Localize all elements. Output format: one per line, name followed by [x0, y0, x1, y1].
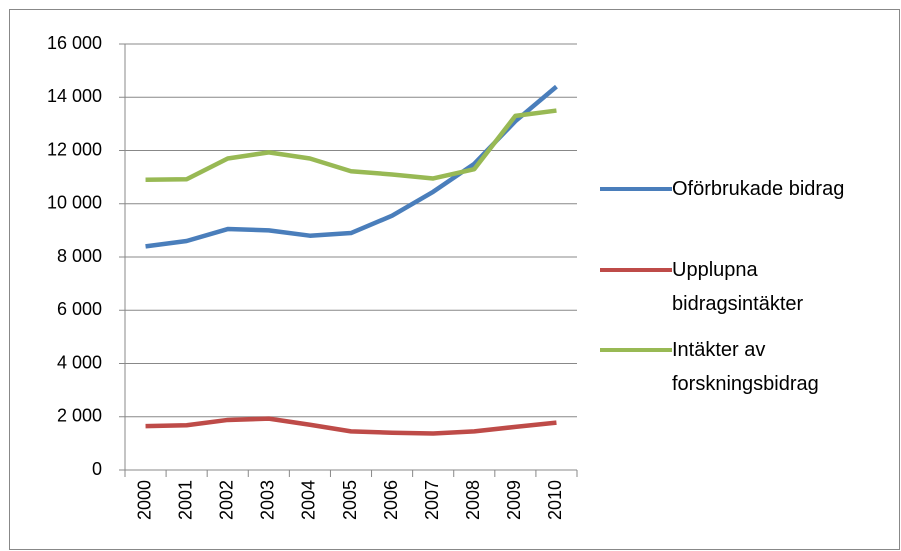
x-tick-label: 2000 — [134, 480, 154, 520]
x-tick-label: 2002 — [216, 480, 236, 520]
legend-label: Intäkter av forskningsbidrag — [672, 339, 819, 395]
x-tick-label: 2004 — [299, 480, 319, 520]
x-tick-label: 2007 — [422, 480, 442, 520]
series-line — [145, 416, 557, 436]
x-tick-label: 2008 — [463, 480, 483, 520]
series-line — [145, 108, 557, 183]
chart-frame — [9, 9, 900, 550]
y-tick-label: 12 000 — [47, 139, 102, 159]
y-tick-label: 0 — [92, 459, 102, 479]
x-tick-label: 2010 — [545, 480, 565, 520]
x-tick-label: 2005 — [340, 480, 360, 520]
y-tick-label: 8 000 — [57, 246, 102, 266]
legend-swatch — [600, 187, 672, 191]
legend-label: Upplupna bidragsintäkter — [672, 259, 804, 315]
legend-swatch — [600, 268, 672, 272]
legend-entry: Upplupna bidragsintäkter — [600, 257, 900, 321]
y-tick-label: 16 000 — [47, 33, 102, 53]
y-tick-label: 2 000 — [57, 406, 102, 426]
y-tick-label: 6 000 — [57, 299, 102, 319]
x-tick-label: 2006 — [381, 480, 401, 520]
y-tick-label: 14 000 — [47, 86, 102, 106]
x-tick-label: 2003 — [258, 480, 278, 520]
y-tick-label: 4 000 — [57, 352, 102, 372]
legend-swatch — [600, 348, 672, 352]
legend-label: Oförbrukade bidrag — [672, 178, 845, 200]
legend-entry: Intäkter av forskningsbidrag — [600, 337, 900, 401]
legend-entry: Oförbrukade bidrag — [600, 176, 900, 206]
x-tick-label: 2001 — [175, 480, 195, 520]
y-tick-label: 10 000 — [47, 193, 102, 213]
x-tick-label: 2009 — [504, 480, 524, 520]
